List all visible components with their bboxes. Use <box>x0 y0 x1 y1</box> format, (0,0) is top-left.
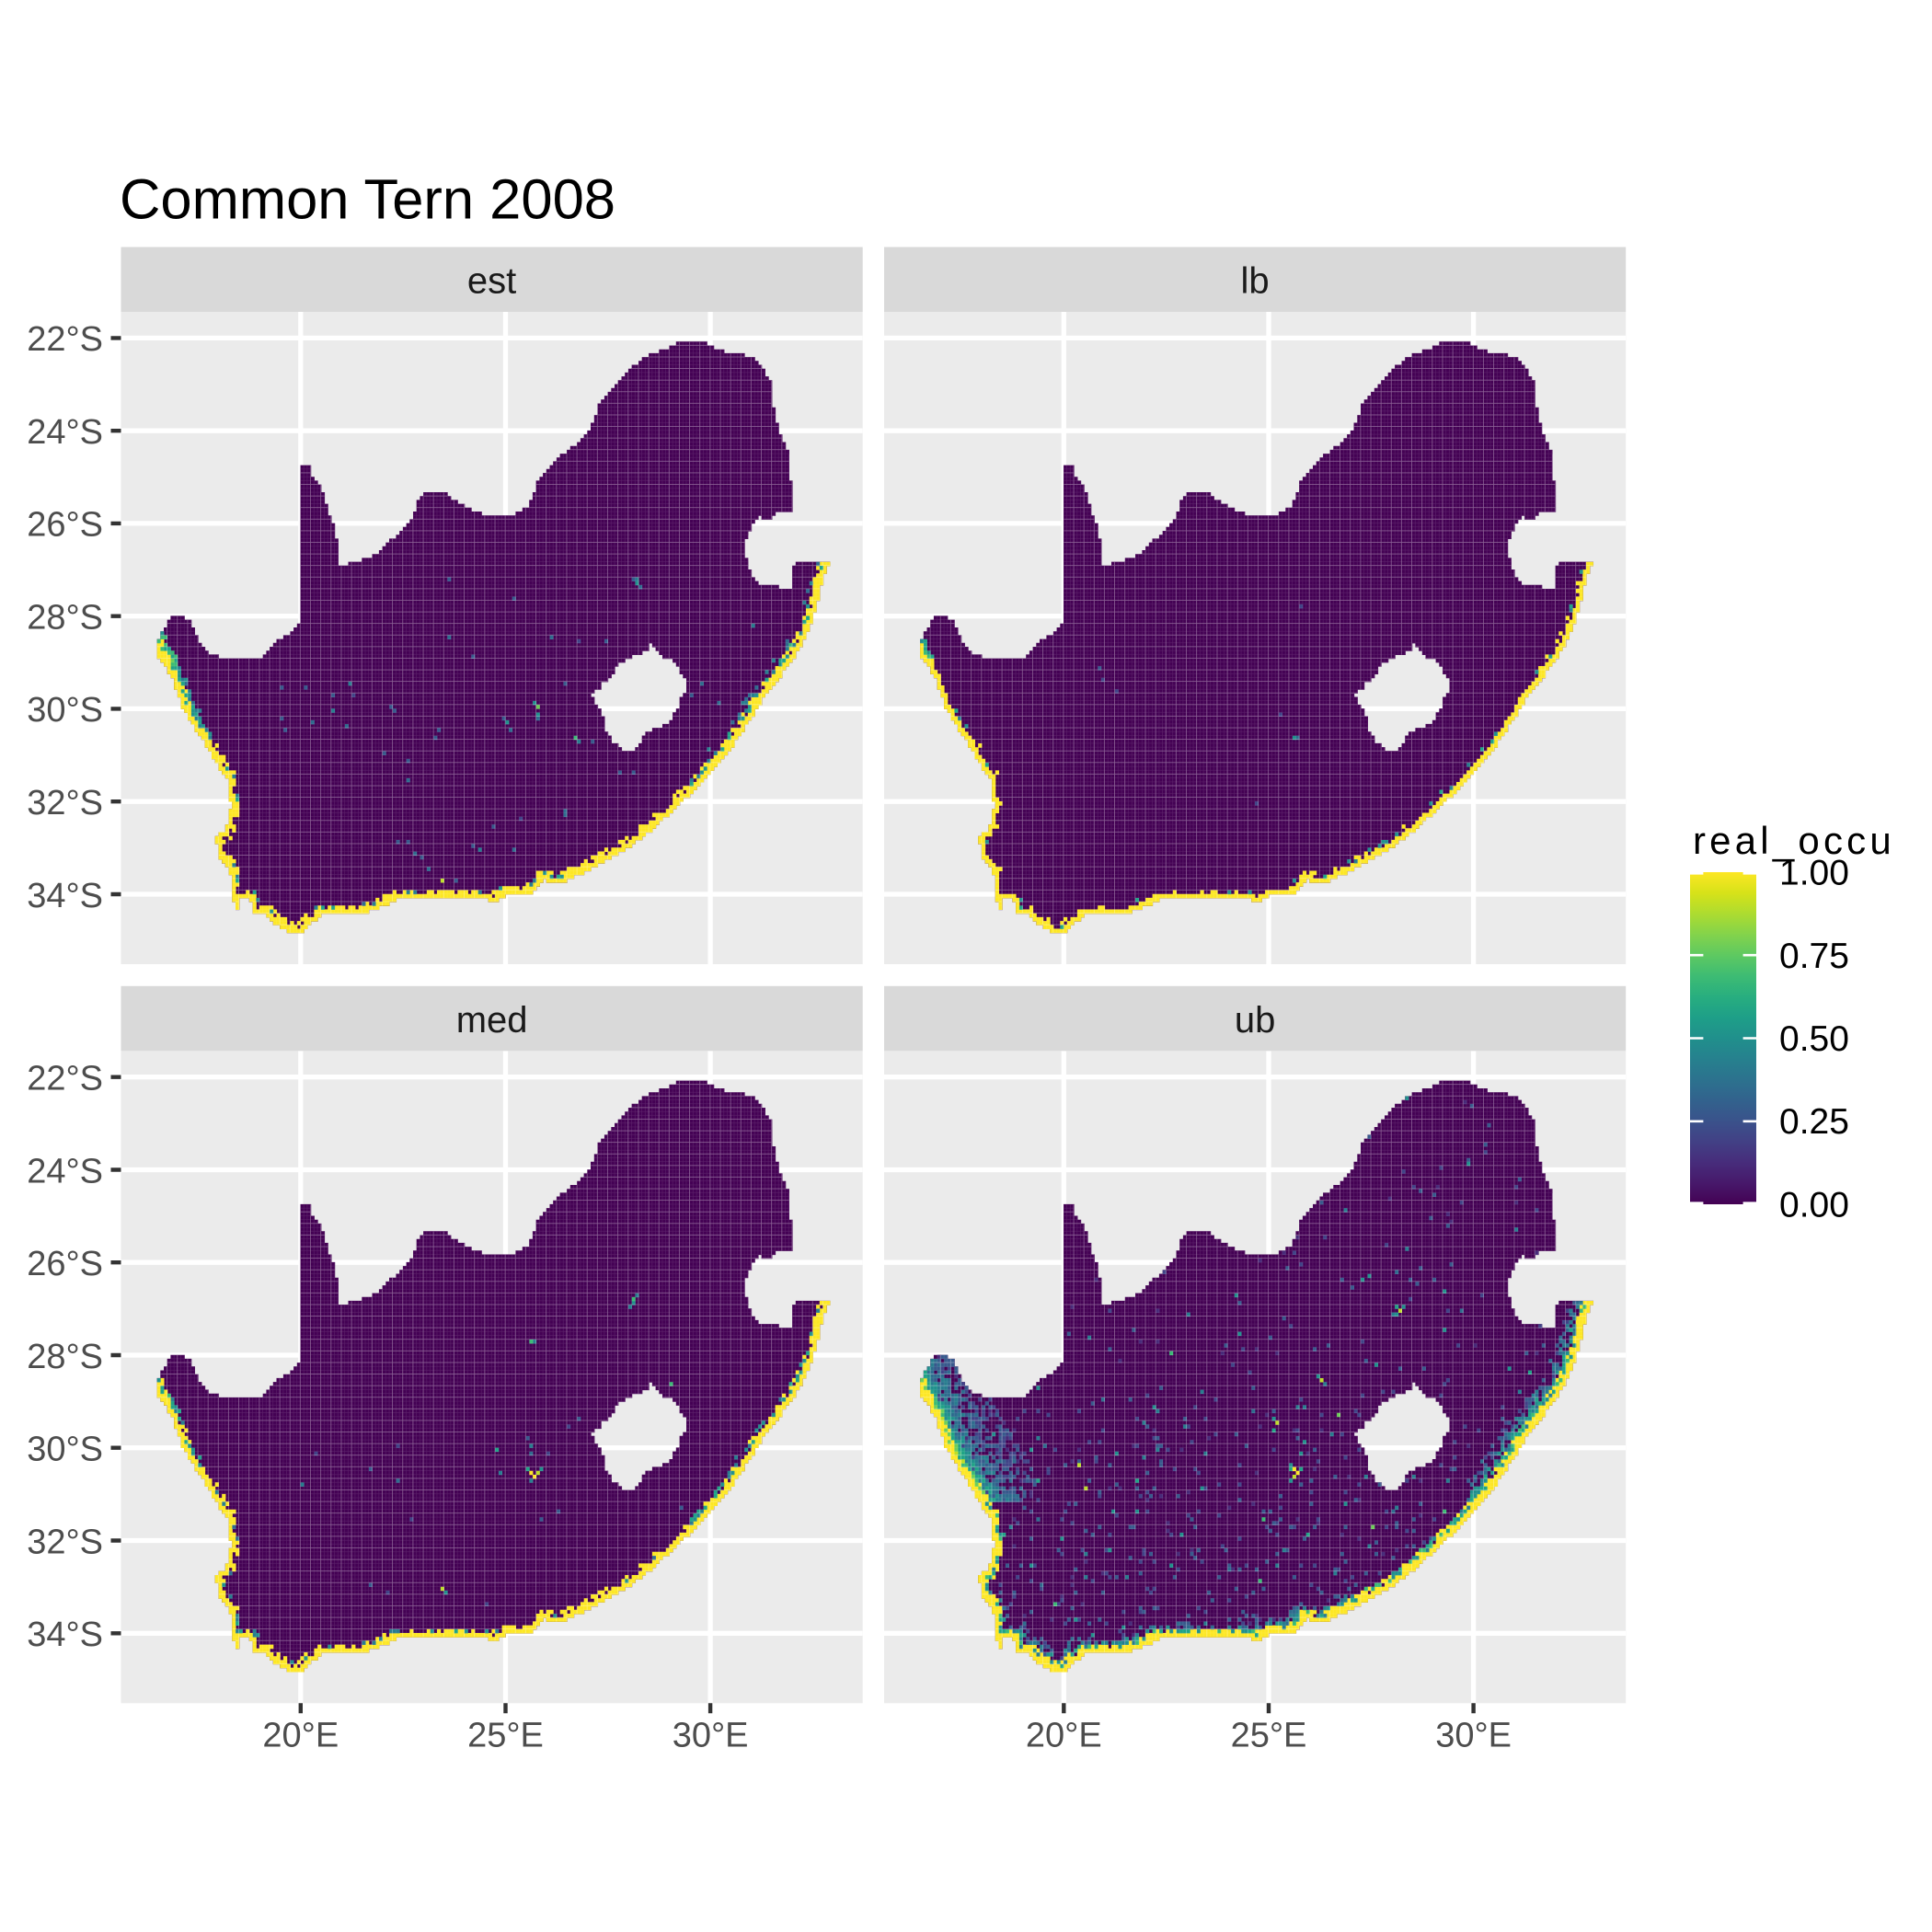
svg-text:25°E: 25°E <box>1231 1716 1307 1754</box>
svg-text:30°E: 30°E <box>1435 1716 1512 1754</box>
svg-text:22°S: 22°S <box>27 1060 103 1098</box>
svg-text:30°S: 30°S <box>27 1431 103 1469</box>
svg-text:32°S: 32°S <box>27 1523 103 1561</box>
svg-text:32°S: 32°S <box>27 784 103 822</box>
svg-text:30°E: 30°E <box>673 1716 749 1754</box>
svg-text:lb: lb <box>1241 261 1270 302</box>
svg-text:24°S: 24°S <box>27 1152 103 1190</box>
svg-text:34°S: 34°S <box>27 877 103 915</box>
svg-text:25°E: 25°E <box>467 1716 544 1754</box>
svg-text:Common Tern 2008: Common Tern 2008 <box>120 168 615 232</box>
svg-text:34°S: 34°S <box>27 1616 103 1654</box>
svg-text:0.50: 0.50 <box>1779 1019 1849 1059</box>
svg-text:0.25: 0.25 <box>1779 1102 1849 1142</box>
svg-text:22°S: 22°S <box>27 320 103 359</box>
svg-text:0.00: 0.00 <box>1779 1186 1849 1225</box>
svg-text:26°S: 26°S <box>27 506 103 545</box>
svg-text:24°S: 24°S <box>27 413 103 452</box>
svg-text:est: est <box>467 261 516 302</box>
svg-text:26°S: 26°S <box>27 1245 103 1283</box>
svg-text:28°S: 28°S <box>27 1338 103 1376</box>
svg-text:1.00: 1.00 <box>1779 854 1849 893</box>
svg-text:0.75: 0.75 <box>1779 937 1849 976</box>
svg-text:30°S: 30°S <box>27 691 103 730</box>
svg-text:real_occu: real_occu <box>1693 819 1895 862</box>
svg-text:20°E: 20°E <box>262 1716 339 1754</box>
svg-text:med: med <box>456 1000 528 1041</box>
svg-text:ub: ub <box>1235 1000 1276 1041</box>
svg-text:28°S: 28°S <box>27 599 103 638</box>
svg-text:20°E: 20°E <box>1026 1716 1102 1754</box>
